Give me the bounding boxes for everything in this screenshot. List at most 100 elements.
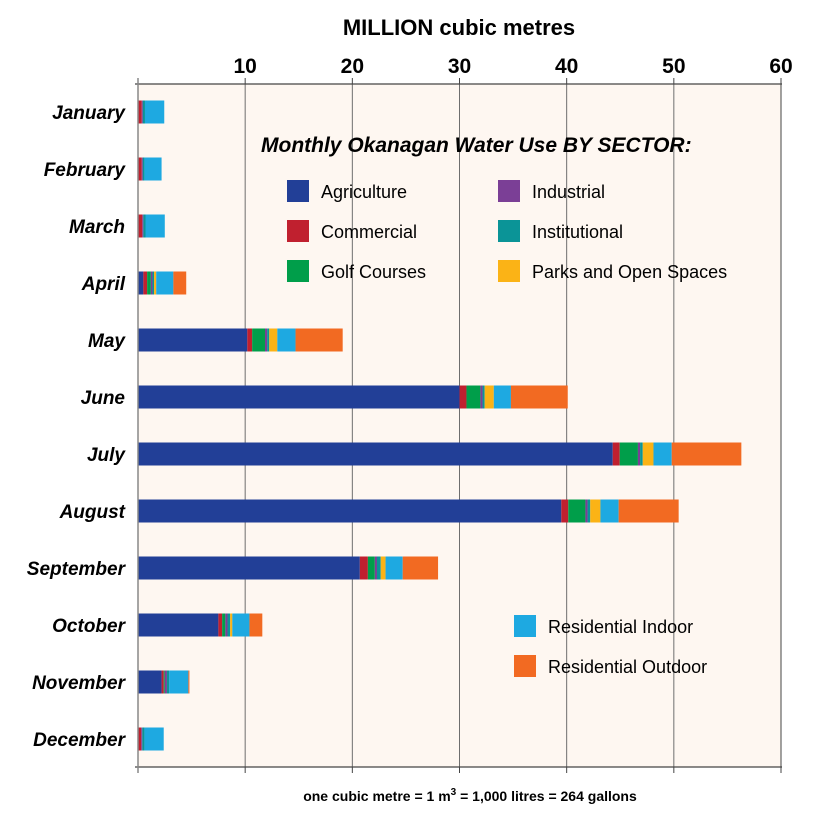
bar-segment-april-golf-courses	[147, 271, 151, 295]
bar-segment-october-agriculture	[138, 613, 219, 637]
legend-label-industrial: Industrial	[532, 182, 605, 202]
bar-row-january	[138, 100, 165, 124]
legend-swatch-golf-courses	[287, 260, 309, 282]
footnote-part-2: = 1,000 litres = 264 gallons	[456, 788, 637, 804]
bar-segment-november-residential-indoor	[169, 670, 189, 694]
bar-segment-january-residential-indoor	[144, 100, 165, 124]
footnote-superscript: 3	[451, 787, 457, 798]
bar-row-october	[138, 613, 263, 637]
bar-row-march	[138, 214, 165, 238]
month-label-july: July	[87, 445, 126, 466]
bar-segment-september-parks-and-open-spaces	[380, 556, 386, 580]
bar-segment-october-industrial	[225, 613, 228, 637]
x-tick-label-30: 30	[448, 55, 471, 78]
bar-segment-november-industrial	[164, 670, 167, 694]
axes	[135, 78, 782, 773]
bar-segment-october-residential-outdoor	[249, 613, 263, 637]
legend-swatch-industrial	[498, 180, 520, 202]
bar-segment-september-golf-courses	[367, 556, 375, 580]
legend-swatch-parks-and-open-spaces	[498, 260, 520, 282]
bar-segment-august-residential-indoor	[600, 499, 619, 523]
legend-swatch-agriculture	[287, 180, 309, 202]
bar-segment-june-commercial	[459, 385, 467, 409]
x-tick-label-10: 10	[233, 55, 256, 78]
month-label-december: December	[33, 730, 126, 751]
bar-segment-october-institutional	[227, 613, 231, 637]
bar-segment-february-commercial	[138, 157, 142, 181]
bar-segment-december-residential-indoor	[144, 727, 164, 751]
bar-segment-march-residential-indoor	[145, 214, 165, 238]
month-label-november: November	[32, 673, 127, 694]
footnote-part-1: one cubic metre = 1 m	[303, 788, 450, 804]
bar-segment-june-residential-outdoor	[510, 385, 568, 409]
legend-swatch-residential-outdoor	[514, 655, 536, 677]
bar-row-february	[138, 157, 162, 181]
legend-label-golf-courses: Golf Courses	[321, 262, 426, 282]
bar-segment-june-golf-courses	[466, 385, 481, 409]
bar-segment-december-commercial	[138, 727, 142, 751]
bar-segment-december-institutional	[142, 727, 145, 751]
bar-segment-october-parks-and-open-spaces	[230, 613, 233, 637]
legend-item-commercial: Commercial	[287, 220, 417, 242]
bar-segment-march-industrial	[142, 214, 144, 238]
bar-segment-july-residential-indoor	[653, 442, 672, 466]
bar-segment-april-commercial	[143, 271, 148, 295]
legend-item-parks-and-open-spaces: Parks and Open Spaces	[498, 260, 727, 282]
bar-segment-march-institutional	[143, 214, 146, 238]
month-label-june: June	[81, 388, 126, 409]
bar-row-april	[138, 271, 187, 295]
month-label-august: August	[59, 502, 126, 523]
legend-label-residential-outdoor: Residential Outdoor	[548, 657, 707, 677]
legend-label-institutional: Institutional	[532, 222, 623, 242]
bar-segment-august-institutional	[587, 499, 591, 523]
bar-segment-october-residential-indoor	[232, 613, 250, 637]
bar-segment-february-industrial	[141, 157, 143, 181]
bar-segment-june-parks-and-open-spaces	[484, 385, 494, 409]
bar-segment-may-residential-outdoor	[295, 328, 343, 352]
legend: Agriculture Industrial Commercial Instituti…	[287, 180, 727, 677]
bar-segment-july-parks-and-open-spaces	[642, 442, 654, 466]
bar-segment-july-institutional	[640, 442, 643, 466]
bar-segment-april-residential-indoor	[156, 271, 174, 295]
bar-segment-august-commercial	[561, 499, 569, 523]
bar-segment-september-residential-outdoor	[402, 556, 439, 580]
bar-segment-august-agriculture	[138, 499, 562, 523]
x-tick-label-60: 60	[769, 55, 792, 78]
legend-label-parks-and-open-spaces: Parks and Open Spaces	[532, 262, 727, 282]
bar-segment-december-industrial	[141, 727, 143, 751]
bar-segment-november-commercial	[161, 670, 164, 694]
bar-segment-may-institutional	[267, 328, 270, 352]
bar-segment-february-institutional	[142, 157, 145, 181]
bar-segment-november-agriculture	[138, 670, 162, 694]
bar-row-september	[138, 556, 439, 580]
bar-row-december	[138, 727, 164, 751]
legend-item-industrial: Industrial	[498, 180, 605, 202]
month-label-may: May	[88, 331, 126, 352]
x-axis-title: MILLION cubic metres	[343, 15, 575, 40]
x-tick-label-50: 50	[662, 55, 685, 78]
bars	[138, 100, 742, 751]
bar-segment-august-parks-and-open-spaces	[590, 499, 601, 523]
bar-segment-july-commercial	[612, 442, 620, 466]
legend-item-golf-courses: Golf Courses	[287, 260, 426, 282]
bar-segment-october-golf-courses	[222, 613, 226, 637]
bar-segment-may-agriculture	[138, 328, 248, 352]
bar-segment-july-golf-courses	[619, 442, 638, 466]
legend-item-agriculture: Agriculture	[287, 180, 407, 202]
bar-row-november	[138, 670, 190, 694]
bar-segment-april-institutional	[152, 271, 155, 295]
bar-segment-july-industrial	[637, 442, 641, 466]
month-label-september: September	[27, 559, 127, 580]
bar-segment-april-agriculture	[138, 271, 144, 295]
legend-swatch-commercial	[287, 220, 309, 242]
bar-row-may	[138, 328, 343, 352]
bar-segment-april-residential-outdoor	[173, 271, 187, 295]
bar-segment-november-golf-courses	[163, 670, 165, 694]
legend-label-agriculture: Agriculture	[321, 182, 407, 202]
bar-segment-january-industrial	[141, 100, 143, 124]
legend-item-institutional: Institutional	[498, 220, 623, 242]
bar-segment-september-industrial	[374, 556, 377, 580]
legend-title: Monthly Okanagan Water Use BY SECTOR:	[261, 134, 692, 157]
bar-row-august	[138, 499, 679, 523]
